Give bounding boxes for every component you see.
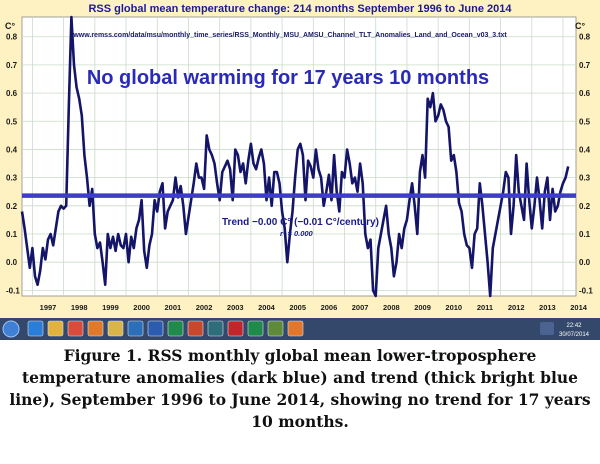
y-tick-label-right: 0.7 [579,61,591,70]
x-tick-label: 2012 [508,303,525,312]
x-tick-label: 2011 [477,303,493,312]
y-tick-label: 0.0 [6,258,18,267]
x-tick-label: 2009 [414,303,431,312]
y-tick-label-right: -0.1 [579,286,593,295]
headline: No global warming for 17 years 10 months [87,67,489,89]
y-tick-label-right: 0.2 [579,202,591,211]
figure-caption: Figure 1. RSS monthly global mean lower-… [9,346,591,431]
firefox-icon[interactable] [287,320,304,337]
y-tick-label-right: 0.4 [579,145,591,154]
series-line [20,15,570,298]
x-tick-label: 2008 [383,303,400,312]
pdf-icon[interactable] [227,320,244,337]
x-tick-label: 2003 [227,303,244,312]
taskbar-clock-time: 22:42 [566,323,582,329]
source-url: www.remss.com/data/msu/monthly_time_seri… [72,32,507,39]
x-tick-label: 1999 [102,303,119,312]
folder-icon[interactable] [107,320,124,337]
x-tick-label: 2004 [258,303,276,312]
x-tick-label: 2007 [352,303,369,312]
y-tick-label: 0.6 [6,89,18,98]
y-tick-label-right: 0.5 [579,117,591,126]
y-tick-label-right: 0.0 [579,258,591,267]
powerpoint-icon[interactable] [187,320,204,337]
y-tick-label-right: 0.3 [579,174,591,183]
trend-r2-label: r² = 0.000 [280,229,314,238]
y-tick-label: 0.4 [6,145,18,154]
y-tick-label: 0.2 [6,202,18,211]
tray-icon[interactable] [540,322,554,335]
trend-label: Trend −0.00 C° (−0.01 C°/century) [222,217,379,228]
y-tick-label-right: 0.6 [579,89,591,98]
y-tick-label: 0.1 [6,230,18,239]
image-icon[interactable] [267,320,284,337]
x-axis: 1997 1998 1999 2000 2001 2002 2003 2004 2005 2006… [40,303,588,312]
x-tick-label: 2006 [321,303,338,312]
x-tick-label: 2014 [570,303,588,312]
chart-title: RSS global mean temperature change: 214 … [88,3,512,15]
explorer-icon[interactable] [47,320,64,337]
media-icon[interactable] [87,320,104,337]
excel-icon[interactable] [247,320,264,337]
x-tick-label: 1998 [71,303,88,312]
y-axis-label-right: C° [575,21,585,31]
windows-orb-icon[interactable] [2,320,20,338]
y-tick-label: -0.1 [6,286,20,295]
series-layer [20,15,570,298]
y-tick-label-right: 0.1 [579,230,591,239]
y-tick-label: 0.7 [6,61,18,70]
x-tick-label: 2010 [445,303,462,312]
x-tick-label: 2013 [539,303,556,312]
y-axis: -0.1 -0.1 0.0 0.0 0.1 0.1 0.2 0.2 0.3 0.3 0.4 0.4 0.… [6,33,593,296]
taskbar-clock-date: 30/07/2014 [559,332,590,338]
y-tick-label: 0.3 [6,174,18,183]
x-tick-label: 1997 [40,303,57,312]
y-tick-label: 0.8 [6,33,18,42]
publisher-icon[interactable] [207,320,224,337]
outlook-icon[interactable] [127,320,144,337]
y-tick-label-right: 0.8 [579,33,591,42]
chrome-icon[interactable] [67,320,84,337]
x-tick-label: 2005 [289,303,306,312]
excel-icon[interactable] [167,320,184,337]
word-icon[interactable] [147,320,164,337]
x-tick-label: 2001 [165,303,182,312]
y-tick-label: 0.5 [6,117,18,126]
taskbar-icons [2,320,554,338]
x-tick-label: 2002 [196,303,213,312]
x-tick-label: 2000 [133,303,150,312]
ie-icon[interactable] [27,320,44,337]
y-axis-label: C° [5,21,15,31]
